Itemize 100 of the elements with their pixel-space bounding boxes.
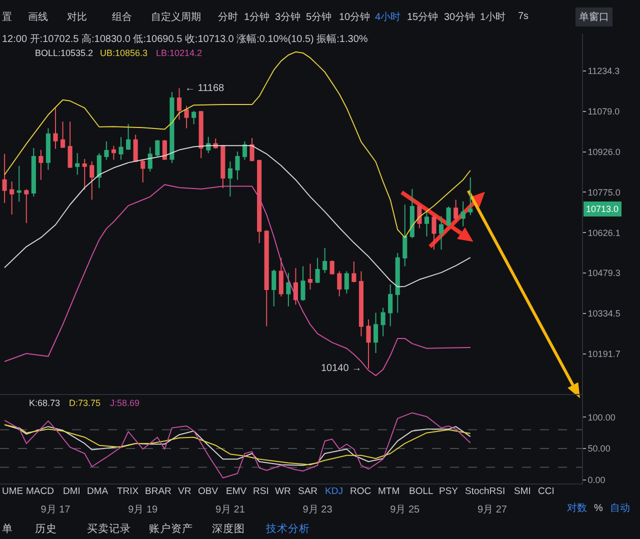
candlestick — [96, 152, 102, 189]
candlestick — [82, 158, 87, 190]
candlestick — [192, 110, 196, 125]
candlestick — [257, 159, 262, 244]
candlestick — [352, 261, 356, 283]
text: DMI — [63, 486, 80, 497]
text: 对比 — [67, 11, 87, 23]
annotation: 10140 → — [321, 363, 362, 374]
text: 单窗口 — [579, 11, 609, 23]
text: BOLL:10535.2 — [35, 48, 94, 58]
candlestick — [242, 140, 248, 160]
candlestick — [118, 136, 124, 160]
text: 画线 — [28, 11, 48, 23]
candlestick — [424, 210, 429, 237]
x-tick-label: 9月 21 — [215, 504, 246, 516]
annotation: ← 11168 — [185, 83, 225, 94]
text: OBV — [198, 486, 219, 497]
candlestick — [315, 257, 320, 284]
text: J:58.69 — [110, 398, 140, 408]
candlestick — [344, 270, 349, 294]
candlestick — [395, 252, 400, 314]
text: 组合 — [112, 11, 132, 23]
candlestick — [402, 204, 408, 267]
candlestick — [162, 139, 167, 161]
candlestick — [111, 145, 116, 160]
text: PSY — [439, 486, 459, 497]
annotation: 10713.0 — [586, 204, 619, 214]
text: ROC — [350, 486, 372, 497]
candlestick — [264, 230, 269, 327]
annotation: 12:00 开:10702.5 高:10830.0 低:10690.5 收:10713.0 涨幅:0.10%(10.5) 振幅:1.30% — [2, 33, 368, 45]
candlestick — [330, 260, 334, 276]
x-tick-label: 9月 17 — [40, 504, 71, 516]
candlestick — [380, 307, 386, 337]
candlestick — [432, 214, 436, 250]
text: D:73.75 — [69, 398, 101, 408]
text: 历史 — [35, 522, 57, 535]
text: % — [594, 503, 603, 514]
text: 3分钟 — [275, 11, 301, 23]
text: 对数 — [567, 502, 587, 514]
text: CCI — [538, 486, 554, 497]
candlestick — [250, 137, 254, 162]
text: StochRSI — [465, 486, 506, 497]
candlestick — [278, 257, 284, 298]
text: UME — [2, 486, 24, 497]
candlestick — [235, 151, 240, 180]
text: KDJ — [325, 486, 344, 497]
text: SMI — [514, 486, 531, 497]
text: 10分钟 — [339, 11, 370, 23]
candlestick — [322, 248, 328, 274]
y-tick-label: 10334.5 — [588, 308, 620, 319]
text: K:68.73 — [29, 398, 60, 408]
candlestick — [10, 180, 14, 216]
candlestick — [31, 148, 36, 198]
y-tick-label: 10926.0 — [588, 146, 620, 157]
candlestick — [53, 108, 58, 150]
text: 7s — [518, 11, 529, 22]
candlestick — [308, 263, 313, 290]
y-tick-label: 10479.3 — [588, 268, 620, 278]
text: DMA — [87, 486, 109, 497]
candlestick — [198, 110, 204, 159]
candlestick — [286, 272, 291, 307]
candlestick — [388, 284, 393, 327]
candlestick — [206, 136, 211, 154]
candlestick — [170, 92, 174, 164]
candlestick — [410, 188, 414, 239]
candlestick — [60, 121, 66, 149]
candlestick — [454, 199, 458, 222]
text: BOLL — [409, 486, 434, 497]
y-tick-label: 10775.0 — [588, 187, 620, 198]
text: 买卖记录 — [87, 522, 131, 535]
y-tick-label: 0.00 — [588, 474, 606, 485]
text: 账户资产 — [149, 522, 193, 535]
x-tick-label: 9月 27 — [477, 504, 508, 516]
candlestick — [176, 88, 182, 120]
x-tick-label: 9月 19 — [128, 504, 158, 516]
y-tick-label: 10191.7 — [588, 349, 620, 360]
text: UB:10856.3 — [100, 48, 148, 58]
text: 30分钟 — [444, 11, 476, 23]
candlestick — [104, 140, 109, 160]
text: 分时 — [218, 11, 238, 23]
text: 深度图 — [212, 522, 245, 535]
text: 置 — [2, 11, 12, 23]
candlestick — [417, 204, 422, 229]
text: 单 — [2, 522, 13, 535]
text: 自动 — [610, 502, 630, 514]
candlestick — [46, 128, 51, 170]
y-tick-label: 11079.0 — [588, 106, 620, 117]
text: 15分钟 — [407, 11, 438, 23]
candlestick — [148, 146, 152, 172]
candlestick — [184, 105, 189, 129]
candlestick — [337, 270, 342, 297]
x-tick-label: 9月 25 — [390, 504, 420, 516]
candlestick — [373, 312, 378, 354]
text: BRAR — [145, 486, 172, 497]
candlestick — [38, 149, 44, 180]
y-tick-label: 11234.3 — [588, 66, 620, 76]
candlestick — [272, 269, 276, 307]
text: LB:10214.2 — [156, 48, 202, 58]
candlestick — [140, 159, 146, 184]
text: 1分钟 — [244, 11, 270, 23]
